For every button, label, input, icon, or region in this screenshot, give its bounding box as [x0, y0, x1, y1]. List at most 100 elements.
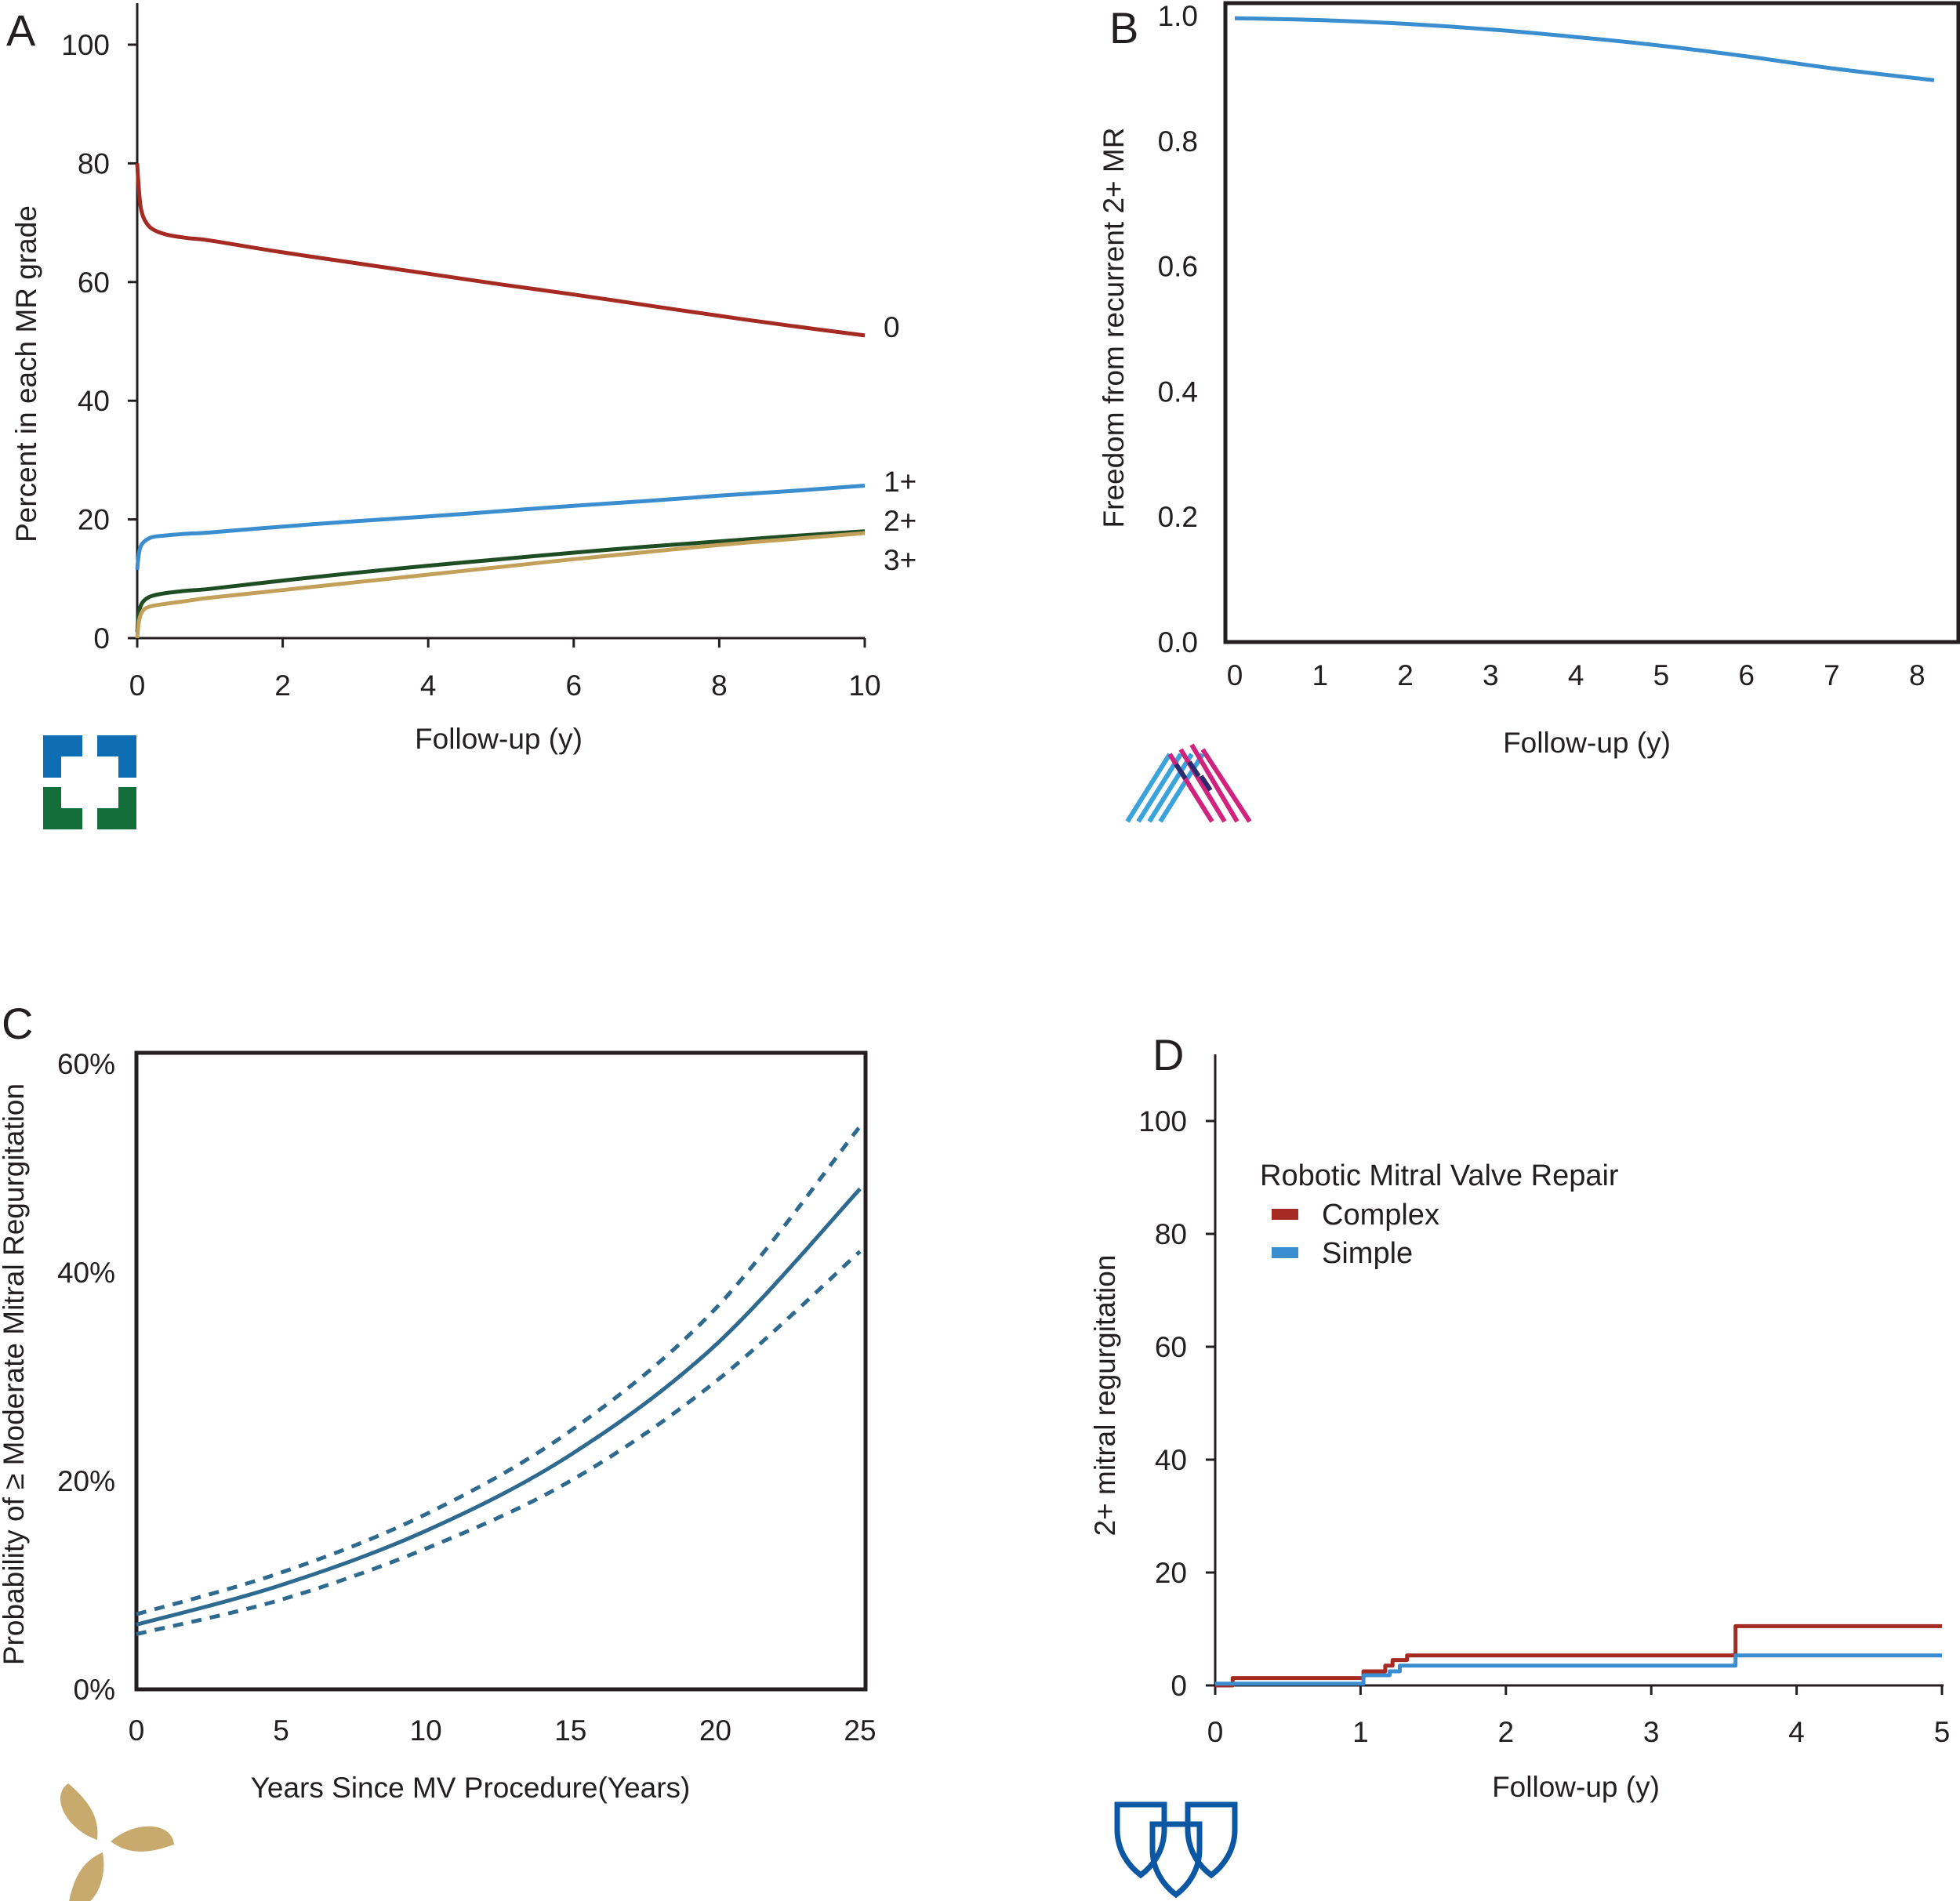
x-tick-label: 10 — [410, 1714, 442, 1747]
panel-b-frame — [1223, 1, 1960, 644]
series-line-2 — [135, 529, 866, 633]
y-tick-label: 40 — [1155, 1444, 1187, 1476]
panel-c: C 0% 20% 40% 60% 0 5 10 15 20 25 Years Since MV … — [0, 999, 877, 1901]
panel-d-x-axis-title: Follow-up (y) — [1492, 1771, 1660, 1803]
series-line-upper-ci — [136, 1125, 862, 1616]
gold-leaf-logo-icon — [60, 1783, 175, 1901]
mayo-clinic-shields-logo-icon — [1114, 1801, 1238, 1899]
x-tick-label: 0 — [129, 669, 146, 702]
x-tick-label: 1 — [1312, 659, 1328, 691]
series-line-lower-ci — [136, 1250, 862, 1636]
panel-d-legend-simple: Simple — [1322, 1237, 1413, 1270]
panel-a-x-axis-title: Follow-up (y) — [415, 723, 583, 755]
panel-c-y-axis-title: Probability of ≥ Moderate Mitral Regurgi… — [0, 1083, 30, 1665]
y-tick-label: 60 — [1155, 1331, 1187, 1363]
panel-b: B 0.0 0.2 0.4 0.6 0.8 1.0 0 1 2 3 4 5 6 7 8 Follow-up… — [1098, 0, 1960, 823]
y-tick-label: 20 — [78, 504, 110, 536]
x-tick-label: 1 — [1352, 1716, 1369, 1748]
panel-c-x-ticks: 0 5 10 15 20 25 — [129, 1714, 877, 1747]
x-tick-label: 5 — [1653, 659, 1670, 691]
x-tick-label: 3 — [1643, 1716, 1660, 1748]
x-tick-label: 2 — [1397, 659, 1414, 691]
panel-d-y-axis-title: 2+ mitral regurgitation — [1089, 1255, 1121, 1536]
y-tick-label: 20 — [1155, 1557, 1187, 1589]
panel-c-y-ticks: 0% 20% 40% 60% — [57, 1048, 115, 1706]
x-tick-label: 4 — [420, 669, 437, 702]
series-line-3 — [135, 531, 866, 639]
y-tick-label: 0 — [1171, 1670, 1187, 1702]
x-tick-label: 0 — [1207, 1716, 1224, 1748]
x-tick-label: 4 — [1568, 659, 1584, 691]
x-tick-label: 4 — [1788, 1716, 1805, 1748]
x-tick-label: 6 — [566, 669, 583, 702]
y-tick-label: 0 — [93, 622, 110, 655]
series-line-0 — [135, 163, 866, 338]
series-line-simple — [1215, 1653, 1942, 1686]
y-tick-label: 100 — [61, 29, 110, 61]
panel-a-series — [135, 163, 866, 639]
cleveland-clinic-logo-icon — [43, 735, 136, 829]
x-tick-label: 8 — [1909, 659, 1926, 691]
panel-d: D 0 20 40 60 80 100 0 1 2 3 4 5 Robotic Mitral Val… — [1089, 1030, 1951, 1899]
panel-b-y-axis-title: Freedom from recurrent 2+ MR — [1098, 128, 1130, 528]
x-tick-label: 2 — [1498, 1716, 1515, 1748]
panel-c-x-axis-title: Years Since MV Procedure(Years) — [251, 1772, 691, 1804]
series-line-estimate — [136, 1187, 862, 1627]
panel-d-y-ticks: 0 20 40 60 80 100 — [1138, 1105, 1215, 1702]
panel-d-x-ticks: 0 1 2 3 4 5 — [1207, 1685, 1951, 1748]
series-line-complex — [1215, 1623, 1942, 1688]
x-tick-label: 20 — [699, 1714, 731, 1747]
x-tick-label: 10 — [848, 669, 880, 702]
legend-swatch-complex — [1272, 1209, 1298, 1220]
y-tick-label: 80 — [1155, 1218, 1187, 1250]
y-tick-label: 0.8 — [1158, 125, 1198, 158]
x-tick-label: 15 — [554, 1714, 586, 1747]
panel-a-series-label-0: 0 — [884, 311, 900, 343]
panel-b-label: B — [1109, 3, 1138, 53]
y-tick-label: 60% — [57, 1048, 115, 1080]
y-tick-label: 0% — [74, 1674, 115, 1706]
y-tick-label: 0.2 — [1158, 501, 1198, 533]
panel-d-series — [1215, 1623, 1942, 1688]
panel-d-legend: Robotic Mitral Valve Repair Complex Simp… — [1260, 1159, 1619, 1270]
panel-a-label: A — [6, 5, 36, 55]
y-tick-label: 80 — [78, 147, 110, 180]
panel-d-legend-title: Robotic Mitral Valve Repair — [1260, 1159, 1619, 1192]
x-tick-label: 0 — [129, 1714, 145, 1747]
x-tick-label: 25 — [844, 1714, 876, 1747]
panel-a-series-label-1plus: 1+ — [884, 466, 916, 498]
panel-c-label: C — [2, 999, 33, 1048]
x-tick-label: 5 — [273, 1714, 289, 1747]
panel-a: A 0 20 40 60 80 100 0 2 4 6 8 10 0 1+ 2+ 3+ Follow… — [6, 3, 916, 829]
x-tick-label: 6 — [1738, 659, 1755, 691]
y-tick-label: 40% — [57, 1257, 115, 1289]
panel-a-series-label-3plus: 3+ — [884, 544, 916, 576]
y-tick-label: 20% — [57, 1465, 115, 1497]
panel-c-series — [136, 1125, 862, 1636]
y-tick-label: 0.6 — [1158, 251, 1198, 283]
y-tick-label: 40 — [78, 385, 110, 417]
x-tick-label: 0 — [1227, 659, 1243, 691]
panel-a-y-ticks: 0 20 40 60 80 100 — [61, 29, 137, 655]
x-tick-label: 8 — [711, 669, 728, 702]
x-tick-label: 2 — [274, 669, 291, 702]
mount-sinai-logo-icon — [1125, 743, 1252, 823]
panel-b-y-ticks: 0.0 0.2 0.4 0.6 0.8 1.0 — [1158, 0, 1198, 658]
y-tick-label: 60 — [78, 267, 110, 299]
x-tick-label: 3 — [1483, 659, 1499, 691]
y-tick-label: 100 — [1138, 1105, 1187, 1137]
y-tick-label: 0.0 — [1158, 626, 1198, 658]
panel-d-legend-complex: Complex — [1322, 1199, 1439, 1232]
x-tick-label: 5 — [1934, 1716, 1951, 1748]
panel-c-frame — [134, 1050, 868, 1692]
panel-a-y-axis-title: Percent in each MR grade — [10, 205, 42, 542]
y-tick-label: 1.0 — [1158, 0, 1198, 32]
series-line-freedom-from-recurrent-2-mr — [1234, 16, 1935, 82]
panel-a-x-ticks: 0 2 4 6 8 10 — [129, 638, 881, 702]
panel-a-series-label-2plus: 2+ — [884, 505, 916, 537]
y-tick-label: 0.4 — [1158, 375, 1198, 408]
panel-b-x-ticks: 0 1 2 3 4 5 6 7 8 — [1227, 659, 1926, 691]
panel-d-label: D — [1152, 1030, 1184, 1079]
panel-b-series — [1234, 16, 1935, 82]
